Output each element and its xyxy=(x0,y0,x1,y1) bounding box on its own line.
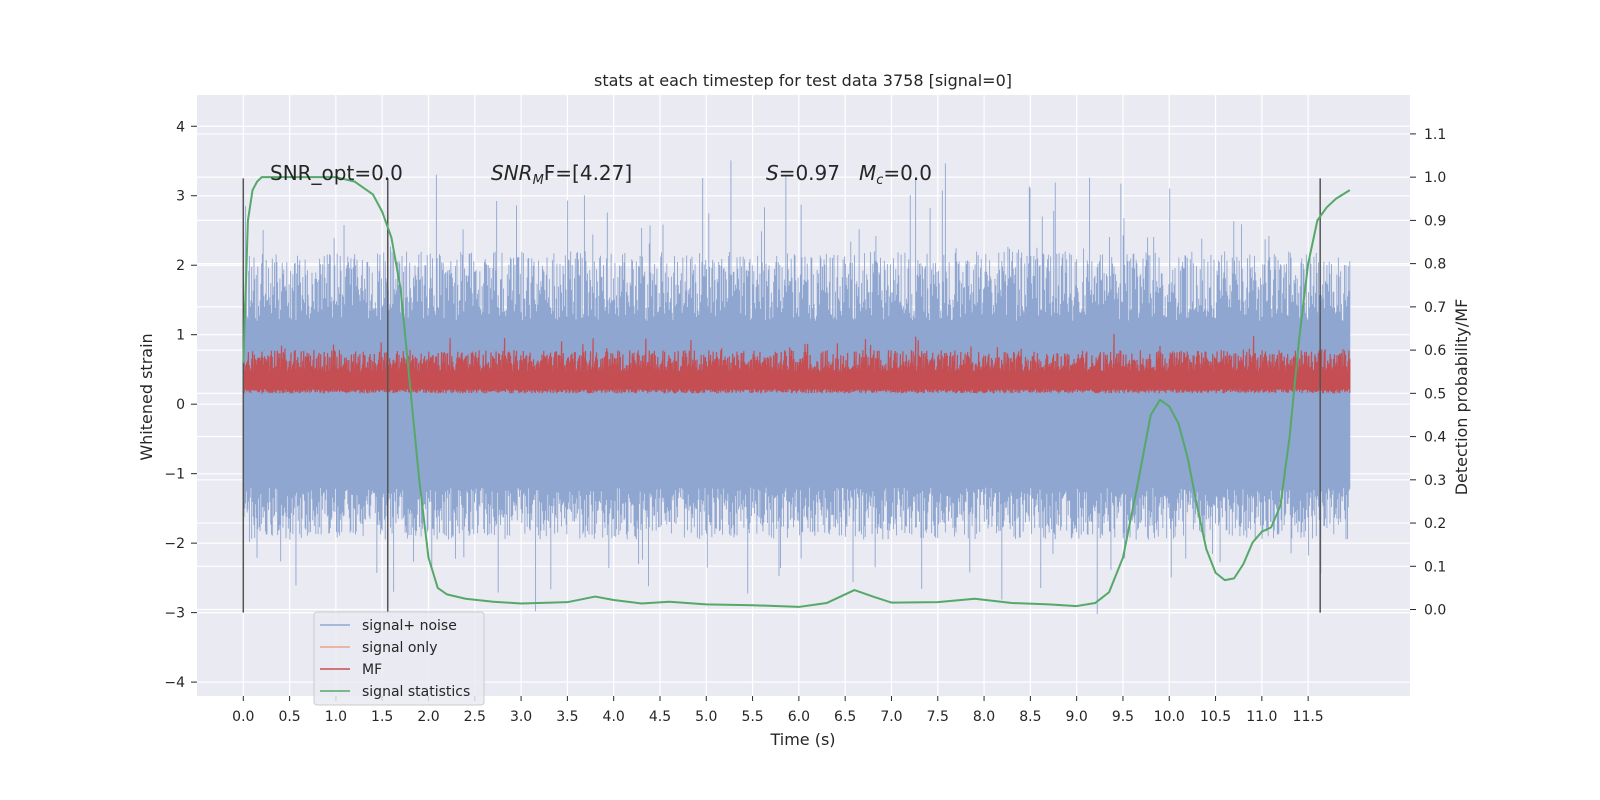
y-left-tick-label: −2 xyxy=(164,536,185,552)
mc-sub: c xyxy=(876,173,883,188)
y-right-tick-label: 0.9 xyxy=(1424,213,1446,229)
annotation-mc: Mc=0.0 xyxy=(859,161,932,188)
x-tick-label: 1.0 xyxy=(325,709,347,725)
x-tick-label: 10.5 xyxy=(1200,709,1231,725)
y-left-tick-label: 0 xyxy=(176,397,185,413)
x-tick-label: 11.5 xyxy=(1293,709,1324,725)
mc-value: =0.0 xyxy=(883,161,932,185)
y-right-tick-label: 0.7 xyxy=(1424,300,1446,316)
s-prefix: S xyxy=(766,161,779,185)
y-right-tick-label: 0.1 xyxy=(1424,559,1446,575)
legend-label-mf: MF xyxy=(362,662,382,678)
y-left-tick-label: 1 xyxy=(176,328,185,344)
y-right-tick-label: 0.3 xyxy=(1424,473,1446,489)
x-tick-label: 6.0 xyxy=(788,709,810,725)
x-tick-label: 10.0 xyxy=(1154,709,1185,725)
snr-mf-suffix: F=[4.27] xyxy=(544,161,632,185)
vertical-markers xyxy=(242,178,1321,613)
snr-mf-prefix: SNR xyxy=(491,161,533,185)
mf-series xyxy=(242,334,1351,394)
x-tick-label: 8.5 xyxy=(1019,709,1041,725)
y-left-tick-labels: −4 −3 −2 −1 0 1 2 3 4 xyxy=(164,119,197,691)
y-right-tick-label: 0.5 xyxy=(1424,386,1446,402)
y-right-tick-label: 1.0 xyxy=(1424,170,1446,186)
x-axis-title: Time (s) xyxy=(769,730,835,749)
x-tick-label: 2.5 xyxy=(464,709,486,725)
y-right-tick-label: 0.8 xyxy=(1424,257,1446,273)
x-tick-label: 1.5 xyxy=(371,709,393,725)
signal-statistics-series xyxy=(242,176,1351,608)
s-value: =0.97 xyxy=(779,161,840,185)
y-left-tick-label: 4 xyxy=(176,119,185,135)
y-left-tick-label: −1 xyxy=(164,467,185,483)
x-tick-labels: 0.0 0.5 1.0 1.5 2.0 2.5 3.0 3.5 4.0 4.5 5.0 5.5 6.0 6… xyxy=(232,696,1324,725)
x-tick-label: 7.5 xyxy=(927,709,949,725)
legend-label-signal-noise: signal+ noise xyxy=(362,618,457,634)
y-left-tick-label: 2 xyxy=(176,258,185,274)
y-left-axis-title: Whitened strain xyxy=(137,333,156,460)
mc-prefix: M xyxy=(859,161,876,185)
x-tick-label: 0.5 xyxy=(278,709,300,725)
x-tick-label: 3.5 xyxy=(556,709,578,725)
y-right-tick-label: 1.1 xyxy=(1424,127,1446,143)
y-right-tick-label: 0.6 xyxy=(1424,343,1446,359)
x-tick-label: 9.5 xyxy=(1112,709,1134,725)
snr-mf-sub: M xyxy=(533,173,544,188)
y-left-tick-label: 3 xyxy=(176,189,185,205)
legend-box xyxy=(313,611,485,706)
y-left-tick-label: −3 xyxy=(164,606,185,622)
x-tick-label: 4.0 xyxy=(603,709,625,725)
x-tick-label: 5.5 xyxy=(741,709,763,725)
signal-statistics-line xyxy=(242,176,1351,608)
legend: signal+ noise signal only MF signal stat… xyxy=(313,611,485,706)
x-tick-label: 7.0 xyxy=(880,709,902,725)
legend-label-signal-statistics: signal statistics xyxy=(362,684,470,700)
y-right-tick-label: 0.0 xyxy=(1424,603,1446,619)
chart-title: stats at each timestep for test data 375… xyxy=(594,71,1012,90)
x-tick-label: 5.0 xyxy=(695,709,717,725)
x-tick-label: 6.5 xyxy=(834,709,856,725)
y-right-tick-labels: 0.0 0.1 0.2 0.3 0.4 0.5 0.6 0.7 0.8 0.9 1.0 1.1 xyxy=(1410,127,1446,619)
x-tick-label: 0.0 xyxy=(232,709,254,725)
x-tick-label: 3.0 xyxy=(510,709,532,725)
x-tick-label: 9.0 xyxy=(1066,709,1088,725)
legend-label-signal-only: signal only xyxy=(362,640,437,656)
y-right-tick-label: 0.2 xyxy=(1424,516,1446,532)
mf-trace xyxy=(242,334,1351,394)
y-left-tick-label: −4 xyxy=(164,675,185,691)
x-tick-label: 11.0 xyxy=(1246,709,1277,725)
annotation-snr-opt: SNR_opt=0.0 xyxy=(270,161,403,185)
annotation-snr-mf: SNRMF=[4.27] xyxy=(491,161,632,188)
x-tick-label: 2.0 xyxy=(417,709,439,725)
x-tick-label: 4.5 xyxy=(649,709,671,725)
y-right-axis-title: Detection probability/MF xyxy=(1452,299,1471,496)
x-tick-label: 8.0 xyxy=(973,709,995,725)
annotation-s: S=0.97 xyxy=(766,161,840,185)
y-right-tick-label: 0.4 xyxy=(1424,430,1446,446)
